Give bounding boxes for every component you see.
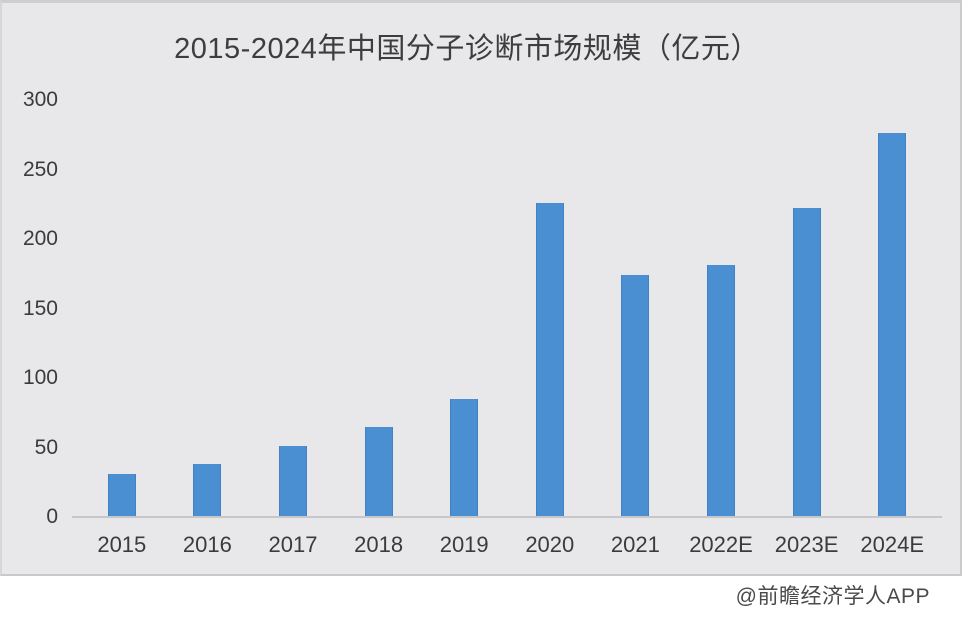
- y-tick-100: 100: [22, 366, 58, 389]
- x-tick-2017: 2017: [268, 532, 318, 557]
- y-tick-0: 0: [46, 505, 58, 528]
- bar-2023E: [792, 208, 821, 517]
- bar-2016: [193, 464, 222, 517]
- y-tick-250: 250: [22, 158, 58, 181]
- x-tick-2018: 2018: [354, 532, 404, 557]
- y-tick-300: 300: [22, 88, 58, 111]
- y-tick-50: 50: [34, 436, 58, 459]
- bar-2018: [364, 427, 393, 517]
- watermark-text: @前瞻经济学人APP: [735, 585, 930, 608]
- x-tick-2021: 2021: [610, 532, 660, 557]
- bar-2015: [107, 474, 136, 517]
- y-axis: 300 250 200 150 100 50 0: [2, 3, 58, 579]
- x-tick-2023E: 2023E: [774, 532, 839, 557]
- x-tick-2019: 2019: [439, 532, 489, 557]
- plot-area: [79, 100, 935, 517]
- bar-2020: [535, 203, 564, 517]
- y-tick-200: 200: [22, 227, 58, 250]
- x-axis: 2015 2016 2017 2018 2019 2020 2021 2022E 2023E 20…: [79, 530, 935, 564]
- chart-title: 2015-2024年中国分子诊断市场规模（亿元）: [174, 33, 760, 65]
- x-tick-2020: 2020: [525, 532, 575, 557]
- y-tick-150: 150: [22, 297, 58, 320]
- watermark-bar: @前瞻经济学人APP: [0, 576, 962, 622]
- bar-2019: [450, 399, 479, 517]
- x-tick-2024E: 2024E: [860, 532, 924, 557]
- chart-canvas: 2015-2024年中国分子诊断市场规模（亿元） 300 250 200 150 100…: [0, 0, 962, 576]
- x-tick-2022E: 2022E: [689, 532, 753, 557]
- x-tick-2015: 2015: [97, 532, 147, 557]
- x-axis-line: [72, 516, 942, 518]
- bar-2022E: [707, 265, 735, 517]
- bar-2021: [621, 275, 650, 517]
- x-tick-2016: 2016: [182, 532, 232, 557]
- bar-2024E: [878, 133, 907, 517]
- bar-2017: [279, 446, 307, 517]
